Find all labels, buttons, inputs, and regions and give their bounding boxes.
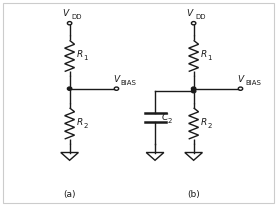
Text: DD: DD (72, 14, 82, 20)
Text: 1: 1 (208, 55, 212, 61)
Text: V: V (186, 9, 192, 18)
Circle shape (238, 87, 243, 90)
Text: BIAS: BIAS (245, 80, 261, 86)
Text: R: R (201, 118, 207, 127)
Text: V: V (114, 75, 120, 84)
Text: V: V (62, 9, 68, 18)
Text: 2: 2 (168, 118, 172, 124)
Circle shape (67, 87, 72, 90)
Text: R: R (76, 118, 83, 127)
Text: DD: DD (196, 14, 206, 20)
Text: (b): (b) (187, 190, 200, 199)
Text: 2: 2 (84, 123, 88, 129)
Text: BIAS: BIAS (121, 80, 137, 86)
Circle shape (191, 87, 196, 90)
Text: 1: 1 (84, 55, 88, 61)
Text: V: V (238, 75, 244, 84)
Circle shape (191, 22, 196, 25)
Circle shape (67, 22, 72, 25)
Text: C: C (162, 113, 168, 122)
Text: 2: 2 (208, 123, 212, 129)
Circle shape (114, 87, 119, 90)
Text: R: R (201, 50, 207, 59)
Text: (a): (a) (63, 190, 76, 199)
Text: R: R (76, 50, 83, 59)
Circle shape (191, 89, 196, 93)
